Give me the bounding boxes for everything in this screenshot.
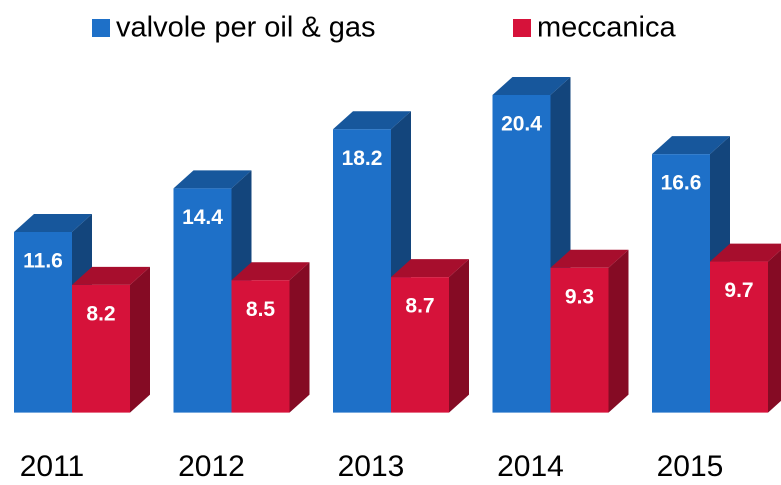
- bar-top: [492, 76, 571, 95]
- legend-label: valvole per oil & gas: [116, 12, 376, 44]
- bar: [231, 262, 310, 413]
- value-label: 18.2: [342, 147, 383, 170]
- bar: [391, 259, 469, 413]
- value-label: 9.7: [724, 279, 753, 302]
- value-label: 14.4: [182, 206, 223, 229]
- legend-swatch: [92, 19, 110, 37]
- value-label: 8.2: [86, 302, 115, 325]
- bar-front: [391, 277, 449, 413]
- x-tick-label: 2011: [20, 450, 85, 483]
- x-tick-label: 2012: [178, 450, 245, 483]
- bar-top: [652, 136, 730, 155]
- bar-front: [14, 231, 72, 413]
- value-label: 11.6: [23, 250, 63, 273]
- bar-top: [333, 111, 411, 130]
- bar-front: [231, 280, 290, 413]
- bar: [72, 266, 150, 413]
- value-label: 8.7: [405, 295, 434, 318]
- bar-side: [608, 249, 629, 413]
- value-label: 20.4: [501, 113, 542, 136]
- value-label: 8.5: [246, 298, 276, 321]
- bar: [550, 249, 629, 413]
- bar-side: [449, 259, 469, 413]
- bar-side: [768, 249, 781, 413]
- bar-front: [710, 261, 768, 413]
- value-label: 16.6: [661, 172, 702, 195]
- bar-side: [289, 262, 310, 413]
- bar-top: [173, 170, 252, 189]
- x-tick-label: 2014: [497, 450, 564, 483]
- bar-front: [492, 94, 551, 413]
- x-tick-label: 2015: [657, 450, 724, 483]
- bar-side: [130, 266, 150, 413]
- bar-top: [550, 249, 629, 268]
- legend-label: meccanica: [537, 12, 676, 44]
- bar: [710, 243, 781, 413]
- bar-front: [72, 284, 130, 413]
- bar-top: [231, 262, 310, 281]
- x-tick-label: 2013: [338, 450, 405, 483]
- bar-front: [652, 154, 710, 413]
- bar-top: [14, 213, 92, 232]
- bar-front: [333, 129, 391, 413]
- bar: [492, 76, 571, 413]
- bar-top: [391, 259, 469, 278]
- bar-top: [710, 243, 781, 262]
- bar-top: [72, 266, 150, 285]
- bar-front: [173, 188, 232, 413]
- bar-front: [550, 267, 609, 413]
- value-label: 9.3: [565, 285, 594, 308]
- legend-swatch: [513, 19, 531, 37]
